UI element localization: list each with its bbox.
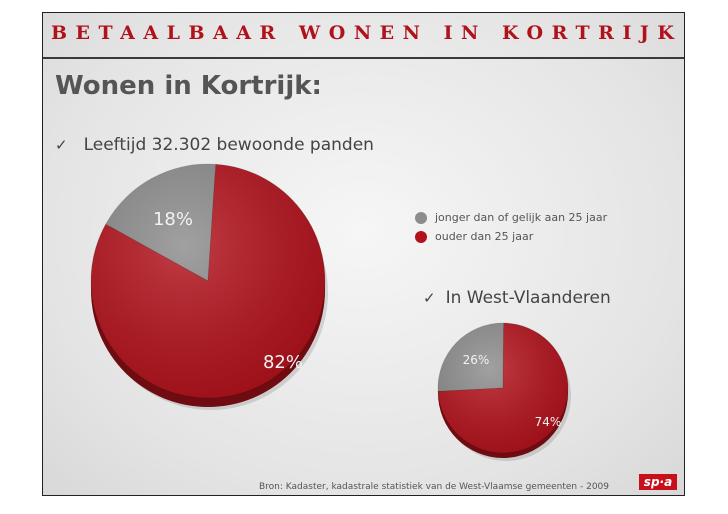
legend-swatch-young [415,211,427,224]
bullet-kortrijk: ✓ Leeftijd 32.302 bewoonde panden [55,135,374,155]
bullet-kortrijk-text: Leeftijd 32.302 bewoonde panden [83,135,374,155]
pie-label-young: 26% [463,353,490,367]
pie-gloss [91,164,325,398]
check-icon: ✓ [55,136,68,154]
source-note: Bron: Kadaster, kadastrale statistiek va… [259,482,610,492]
bullet-west-vlaanderen: ✓ In West-Vlaanderen [423,288,611,308]
legend-label-old: ouder dan 25 jaar [435,230,534,243]
slide: BETAALBAAR WONEN IN KORTRIJK Wonen in Ko… [42,12,685,496]
pie-gloss [438,323,568,453]
legend-swatch-old [415,230,427,243]
pie-label-old: 74% [535,415,562,429]
check-icon: ✓ [423,289,436,307]
slide-title: BETAALBAAR WONEN IN KORTRIJK [51,22,683,44]
title-divider [43,57,684,59]
pie-label-young: 18% [153,209,193,230]
legend-label-young: jonger dan of gelijk aan 25 jaar [435,211,608,224]
bullet-west-vlaanderen-text: In West-Vlaanderen [445,288,611,308]
heading: Wonen in Kortrijk: [55,71,322,101]
party-logo: sp·a [639,474,677,490]
pie-label-old: 82% [263,352,303,373]
legend: jonger dan of gelijk aan 25 jaar ouder d… [415,208,607,246]
pie-chart-kortrijk: 18% 82% [90,163,328,410]
legend-item-old: ouder dan 25 jaar [415,227,607,246]
legend-item-young: jonger dan of gelijk aan 25 jaar [415,208,607,227]
pie-chart-west-vlaanderen: 26% 74% [437,322,571,461]
